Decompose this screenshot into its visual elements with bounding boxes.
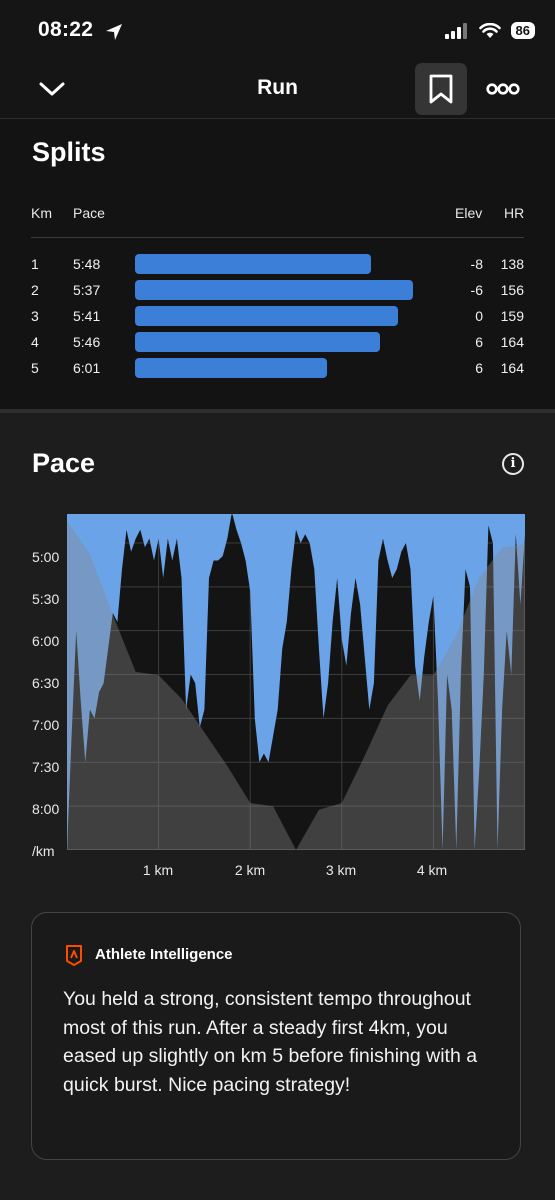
- chevron-down-icon[interactable]: [38, 80, 66, 98]
- table-row: 4 5:46 6 164: [0, 331, 555, 357]
- split-elev: -8: [470, 256, 483, 272]
- x-tick-label: 2 km: [234, 862, 266, 878]
- split-pace-bar: [135, 358, 327, 378]
- header-divider: [0, 118, 555, 119]
- athlete-intelligence-title: Athlete Intelligence: [95, 946, 233, 963]
- status-icons: 86: [444, 22, 535, 39]
- splits-title: Splits: [32, 137, 106, 167]
- split-hr: 156: [500, 282, 524, 298]
- split-pace: 5:48: [73, 256, 101, 272]
- wifi-icon: [478, 22, 501, 38]
- signal-icon: [444, 22, 467, 39]
- bookmark-icon: [429, 74, 453, 104]
- split-elev: -6: [470, 282, 483, 298]
- table-row: 1 5:48 -8 138: [0, 253, 555, 279]
- splits-col-hr: HR: [504, 205, 525, 221]
- split-km: 1: [31, 256, 39, 272]
- table-row: 3 5:41 0 159: [0, 305, 555, 331]
- pace-chart[interactable]: [67, 514, 525, 850]
- y-tick-label: 7:30: [32, 759, 60, 775]
- split-elev: 0: [475, 308, 483, 324]
- table-row: 5 6:01 6 164: [0, 357, 555, 383]
- split-km: 5: [31, 360, 39, 376]
- split-pace-bar: [135, 254, 371, 274]
- split-pace-bar: [135, 280, 413, 300]
- y-tick-label: 5:00: [32, 549, 60, 565]
- athlete-intelligence-summary: You held a strong, consistent tempo thro…: [63, 988, 478, 1096]
- split-elev: 6: [475, 334, 483, 350]
- y-tick-label: 5:30: [32, 591, 60, 607]
- athlete-intelligence-card: [31, 912, 521, 1160]
- y-tick-label: 8:00: [32, 801, 60, 817]
- y-tick-label: 6:00: [32, 633, 60, 649]
- split-elev: 6: [475, 360, 483, 376]
- split-hr: 159: [500, 308, 524, 324]
- pace-area: [67, 514, 525, 850]
- split-pace-bar: [135, 306, 398, 326]
- y-tick-label: 6:30: [32, 675, 60, 691]
- location-arrow-icon: [106, 24, 122, 40]
- bookmark-button[interactable]: [415, 63, 467, 115]
- split-pace: 5:46: [73, 334, 101, 350]
- split-hr: 138: [500, 256, 524, 272]
- x-tick-label: 1 km: [142, 862, 174, 878]
- splits-head-divider: [31, 237, 524, 238]
- splits-col-km: Km: [31, 205, 52, 221]
- split-pace: 5:37: [73, 282, 101, 298]
- split-km: 4: [31, 334, 39, 350]
- split-pace: 5:41: [73, 308, 101, 324]
- x-tick-label: 4 km: [416, 862, 448, 878]
- split-km: 2: [31, 282, 39, 298]
- table-row: 2 5:37 -6 156: [0, 279, 555, 305]
- elevation-area: [67, 520, 525, 850]
- page-title: Run: [257, 76, 298, 99]
- split-km: 3: [31, 308, 39, 324]
- more-options-icon[interactable]: [486, 82, 520, 96]
- split-pace: 6:01: [73, 360, 101, 376]
- splits-col-pace: Pace: [73, 205, 105, 221]
- athlete-intelligence-icon: [66, 945, 82, 966]
- split-hr: 164: [500, 360, 524, 376]
- status-time: 08:22: [38, 18, 94, 41]
- info-icon[interactable]: i: [502, 453, 524, 475]
- split-pace-bar: [135, 332, 380, 352]
- x-tick-label: 3 km: [325, 862, 357, 878]
- y-tick-label: /km: [32, 843, 55, 859]
- y-tick-label: 7:00: [32, 717, 60, 733]
- battery-indicator: 86: [510, 22, 535, 39]
- section-divider: [0, 409, 555, 413]
- split-hr: 164: [500, 334, 524, 350]
- pace-title: Pace: [32, 448, 96, 478]
- splits-col-elev: Elev: [455, 205, 483, 221]
